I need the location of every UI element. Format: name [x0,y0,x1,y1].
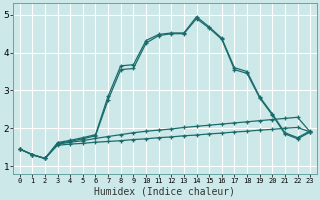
X-axis label: Humidex (Indice chaleur): Humidex (Indice chaleur) [94,187,236,197]
